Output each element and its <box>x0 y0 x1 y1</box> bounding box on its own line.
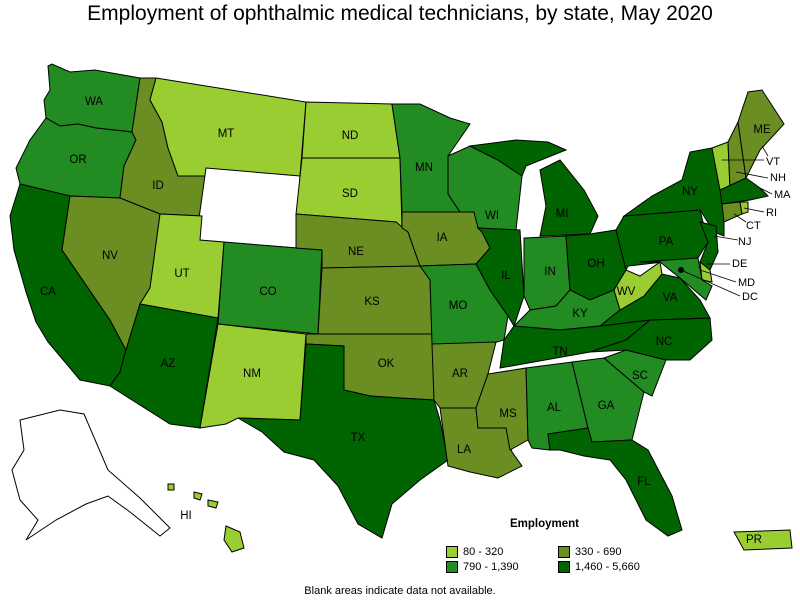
label-MA: MA <box>774 189 791 201</box>
legend-swatch-1 <box>446 546 458 558</box>
label-NM: NM <box>243 368 261 380</box>
label-OK: OK <box>378 358 395 370</box>
state-HI[interactable] <box>167 483 245 553</box>
legend-label-2: 330 - 690 <box>575 546 622 558</box>
label-CO: CO <box>259 286 276 298</box>
label-HI: HI <box>180 510 192 522</box>
legend-label-3: 790 - 1,390 <box>463 561 519 573</box>
state-WY[interactable] <box>195 167 301 249</box>
label-SD: SD <box>342 188 358 200</box>
state-WV[interactable] <box>613 261 663 311</box>
label-AR: AR <box>452 368 468 380</box>
label-CT: CT <box>746 220 761 232</box>
label-ID: ID <box>152 180 164 192</box>
footnote: Blank areas indicate data not available. <box>304 585 496 597</box>
state-MI[interactable] <box>468 139 599 237</box>
label-VA: VA <box>663 292 678 304</box>
legend-item-2: 330 - 690 <box>558 546 621 558</box>
label-NC: NC <box>656 336 673 348</box>
label-AZ: AZ <box>161 358 176 370</box>
state-PR[interactable] <box>733 529 793 551</box>
label-ME: ME <box>753 124 771 136</box>
state-MT[interactable] <box>149 77 307 177</box>
state-AZ[interactable] <box>109 303 219 429</box>
state-CT[interactable] <box>721 201 743 223</box>
legend-swatch-3 <box>446 561 458 573</box>
label-UT: UT <box>174 268 189 280</box>
label-KY: KY <box>572 308 588 320</box>
state-AK[interactable] <box>11 409 171 541</box>
state-SC[interactable] <box>603 349 667 397</box>
label-WI: WI <box>485 210 499 222</box>
legend-item-3: 790 - 1,390 <box>446 561 519 573</box>
label-IL: IL <box>501 270 511 282</box>
label-KS: KS <box>364 296 380 308</box>
state-TX[interactable] <box>237 343 449 539</box>
label-TX: TX <box>351 432 366 444</box>
label-DE: DE <box>732 258 747 270</box>
label-TN: TN <box>552 346 567 358</box>
legend-label-1: 80 - 320 <box>463 546 504 558</box>
label-RI: RI <box>766 207 777 219</box>
label-OH: OH <box>587 258 604 270</box>
legend-swatch-2 <box>558 546 570 558</box>
label-AL: AL <box>547 402 562 414</box>
legend-swatch-4 <box>558 561 570 573</box>
label-WA: WA <box>85 96 103 108</box>
state-IL[interactable] <box>475 227 525 328</box>
legend-label-4: 1,460 - 5,660 <box>575 561 640 573</box>
label-OR: OR <box>69 154 86 166</box>
label-WV: WV <box>617 286 636 298</box>
label-NY: NY <box>682 186 698 198</box>
label-PR: PR <box>746 534 762 546</box>
label-IA: IA <box>437 232 448 244</box>
legend-title: Employment <box>510 518 580 530</box>
label-PA: PA <box>659 236 674 248</box>
label-VT: VT <box>766 156 780 168</box>
label-MO: MO <box>449 300 468 312</box>
callout-lines <box>680 145 773 297</box>
legend-item-1: 80 - 320 <box>446 546 503 558</box>
label-IN: IN <box>544 266 556 278</box>
state-FL[interactable] <box>547 427 683 537</box>
label-MI: MI <box>556 208 569 220</box>
label-MT: MT <box>218 128 235 140</box>
label-MD: MD <box>738 277 755 289</box>
label-NE: NE <box>348 246 364 258</box>
label-NV: NV <box>102 250 118 262</box>
label-DC: DC <box>742 291 758 303</box>
legend-item-4: 1,460 - 5,660 <box>558 561 640 573</box>
label-ND: ND <box>342 130 359 142</box>
label-CA: CA <box>40 286 56 298</box>
map-title: Employment of ophthalmic medical technic… <box>87 2 713 25</box>
label-LA: LA <box>457 444 471 456</box>
label-MS: MS <box>499 408 517 420</box>
label-FL: FL <box>637 476 651 488</box>
state-MD[interactable] <box>639 257 713 301</box>
label-NH: NH <box>770 172 786 184</box>
label-GA: GA <box>598 400 615 412</box>
label-NJ: NJ <box>738 236 751 248</box>
label-SC: SC <box>632 370 648 382</box>
state-NC[interactable] <box>589 317 713 361</box>
label-MN: MN <box>415 162 433 174</box>
